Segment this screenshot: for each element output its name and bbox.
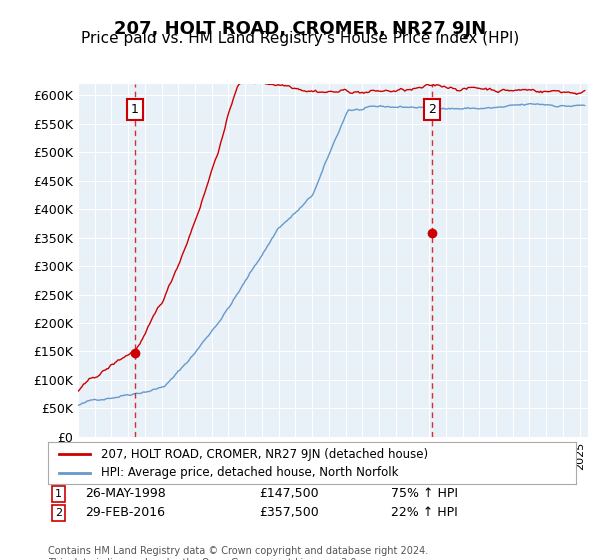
Text: 22% ↑ HPI: 22% ↑ HPI: [391, 506, 458, 520]
Text: 29-FEB-2016: 29-FEB-2016: [85, 506, 165, 520]
Text: Contains HM Land Registry data © Crown copyright and database right 2024.
This d: Contains HM Land Registry data © Crown c…: [48, 546, 428, 560]
Text: 75% ↑ HPI: 75% ↑ HPI: [391, 487, 458, 501]
Text: £357,500: £357,500: [259, 506, 319, 520]
Text: 26-MAY-1998: 26-MAY-1998: [85, 487, 166, 501]
Text: 2: 2: [428, 103, 436, 116]
Text: HPI: Average price, detached house, North Norfolk: HPI: Average price, detached house, Nort…: [101, 466, 398, 479]
Text: 1: 1: [55, 489, 62, 499]
Text: 207, HOLT ROAD, CROMER, NR27 9JN (detached house): 207, HOLT ROAD, CROMER, NR27 9JN (detach…: [101, 447, 428, 461]
Text: Price paid vs. HM Land Registry's House Price Index (HPI): Price paid vs. HM Land Registry's House …: [81, 31, 519, 46]
Text: 2: 2: [55, 508, 62, 518]
Text: 1: 1: [131, 103, 139, 116]
Text: £147,500: £147,500: [259, 487, 319, 501]
Text: 207, HOLT ROAD, CROMER, NR27 9JN: 207, HOLT ROAD, CROMER, NR27 9JN: [114, 20, 486, 38]
